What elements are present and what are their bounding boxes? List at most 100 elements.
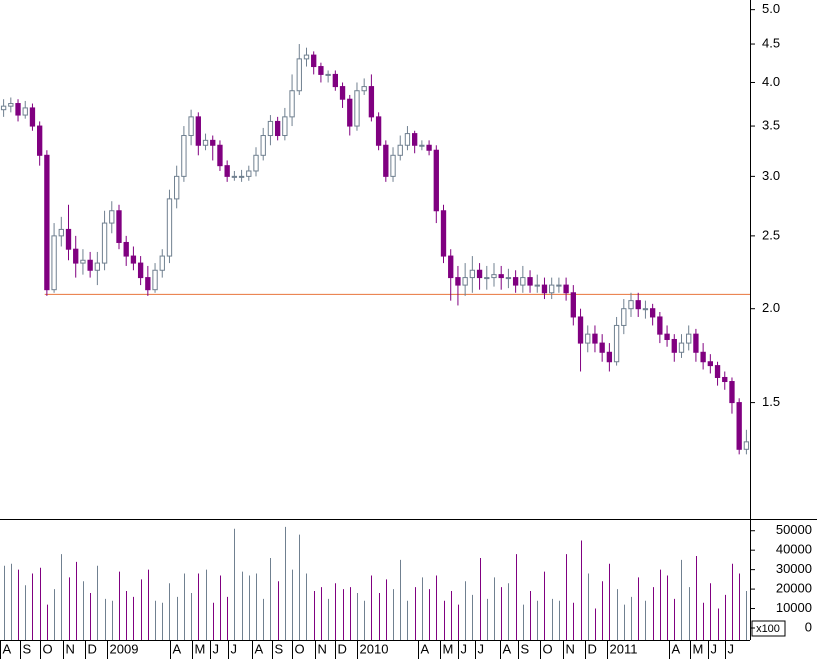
candle-body bbox=[549, 284, 555, 294]
candle-body bbox=[693, 333, 699, 353]
candle-body bbox=[743, 441, 750, 450]
candle-body bbox=[563, 284, 569, 294]
x-tick-label: A bbox=[173, 641, 182, 656]
candle-body bbox=[101, 222, 108, 264]
x-tick-label: N bbox=[566, 641, 575, 656]
candle-body bbox=[491, 274, 497, 279]
candle-body bbox=[512, 277, 519, 286]
candle-body bbox=[0, 105, 7, 111]
candle-body bbox=[181, 135, 187, 177]
x-tick-label: M bbox=[693, 641, 704, 656]
x-tick-label: J bbox=[213, 641, 220, 656]
candle-body bbox=[73, 248, 79, 264]
y-tick-label: 2.5 bbox=[762, 227, 780, 242]
candle-body bbox=[130, 255, 137, 264]
x-tick-label: D bbox=[588, 641, 597, 656]
candle-body bbox=[253, 154, 259, 172]
candle-body bbox=[94, 262, 101, 271]
candle-body bbox=[469, 269, 476, 279]
candle-body bbox=[123, 241, 129, 257]
candle-body bbox=[29, 107, 36, 127]
candle-body bbox=[202, 139, 209, 146]
candle-body bbox=[246, 170, 252, 177]
candle-body bbox=[577, 316, 584, 344]
candle-body bbox=[318, 66, 324, 75]
candle-body bbox=[642, 308, 649, 311]
candle-body bbox=[210, 139, 216, 146]
candle-body bbox=[599, 342, 605, 353]
candle-body bbox=[238, 175, 245, 178]
y-tick-label: 40000 bbox=[776, 542, 812, 557]
x-tick-label: O bbox=[543, 641, 553, 656]
candle-body bbox=[714, 365, 721, 378]
volume-unit: x100 bbox=[756, 623, 780, 635]
x-tick-label: J bbox=[711, 641, 718, 656]
x-tick-label: A bbox=[255, 641, 264, 656]
candle-body bbox=[541, 284, 548, 294]
candle-body bbox=[260, 135, 266, 156]
candle-body bbox=[476, 269, 483, 279]
candle-body bbox=[556, 284, 562, 287]
candle-body bbox=[267, 120, 274, 137]
x-tick-label: O bbox=[43, 641, 53, 656]
candle-body bbox=[448, 255, 454, 279]
x-tick-label: A bbox=[3, 641, 12, 656]
candle-body bbox=[15, 103, 21, 116]
candle-body bbox=[433, 149, 439, 212]
candle-body bbox=[592, 333, 598, 344]
x-tick-label: J bbox=[728, 641, 735, 656]
x-tick-label: S bbox=[521, 641, 530, 656]
x-tick-label: D bbox=[88, 641, 97, 656]
candle-body bbox=[570, 292, 576, 318]
candle-body bbox=[722, 376, 728, 383]
x-tick-label: A bbox=[421, 641, 430, 656]
candle-body bbox=[137, 262, 144, 279]
candle-body bbox=[649, 308, 656, 318]
candle-body bbox=[109, 210, 115, 224]
candle-body bbox=[455, 277, 461, 286]
candle-body bbox=[195, 116, 201, 146]
candle-body bbox=[419, 144, 425, 147]
candle-body bbox=[325, 73, 331, 76]
x-tick-label: J bbox=[461, 641, 468, 656]
candle-body bbox=[729, 381, 735, 404]
y-tick-label: 50000 bbox=[776, 522, 812, 537]
candle-body bbox=[8, 103, 14, 107]
candle-body bbox=[231, 175, 238, 178]
candle-body bbox=[686, 333, 692, 344]
candle-body bbox=[37, 125, 43, 156]
candle-body bbox=[700, 351, 706, 363]
candle-body bbox=[412, 133, 418, 146]
x-tick-label: 2011 bbox=[610, 641, 638, 656]
candle-body bbox=[404, 133, 411, 146]
x-tick-label: S bbox=[23, 641, 32, 656]
candle-body bbox=[282, 116, 288, 137]
candle-body bbox=[736, 402, 742, 450]
candle-body bbox=[657, 316, 663, 335]
x-tick-label: M bbox=[443, 641, 454, 656]
candle-body bbox=[361, 86, 367, 92]
candle-body bbox=[80, 259, 86, 264]
x-tick-label: O bbox=[295, 641, 305, 656]
y-tick-label: 2.0 bbox=[762, 300, 780, 315]
candle-body bbox=[145, 277, 151, 291]
x-tick-label: S bbox=[275, 641, 284, 656]
candle-body bbox=[368, 86, 375, 118]
candle-body bbox=[462, 277, 468, 286]
y-tick-label: 3.0 bbox=[762, 168, 780, 183]
y-tick-label: 5.0 bbox=[762, 1, 780, 16]
candle-body bbox=[174, 175, 180, 200]
candle-body bbox=[339, 86, 346, 100]
candle-body bbox=[311, 54, 317, 68]
x-tick-label: D bbox=[338, 641, 347, 656]
candle-body bbox=[707, 361, 714, 367]
candle-body bbox=[152, 269, 158, 291]
candle-body bbox=[383, 144, 389, 177]
candle-body bbox=[527, 277, 533, 286]
candle-body bbox=[498, 274, 504, 279]
y-tick-label: 10000 bbox=[776, 600, 812, 615]
candle-body bbox=[65, 228, 72, 250]
x-tick-label: J bbox=[231, 641, 238, 656]
